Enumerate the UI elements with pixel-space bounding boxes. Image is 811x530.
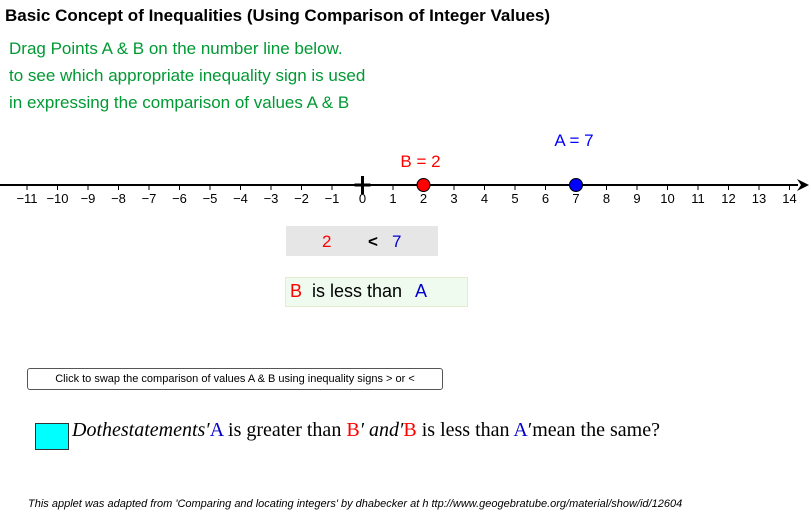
question-a2: A xyxy=(513,419,528,441)
question-prefix: Dothestatements′ xyxy=(72,419,210,441)
comparison-sign: < xyxy=(368,232,378,251)
question-text: Dothestatements′A is greater than B′ and… xyxy=(72,419,660,442)
tick-label: 5 xyxy=(511,191,518,206)
tick-label: −4 xyxy=(233,191,248,206)
tick-label: −3 xyxy=(264,191,279,206)
question-b2: B xyxy=(403,419,417,441)
point-a-handle[interactable] xyxy=(569,178,583,192)
number-line: −11 −10 −9 −8 −7 −6 −5 −4 −3 −2 −1 0 1 2 3 4 5 6 7 8 9 10 11 12… xyxy=(0,131,809,206)
tick-label: 14 xyxy=(782,191,796,206)
tick-label: 10 xyxy=(660,191,674,206)
tick-label: 7 xyxy=(572,191,579,206)
question-suffix: ′mean the same? xyxy=(527,419,660,441)
question-and: ′ and′ xyxy=(359,419,404,441)
tick-label: 12 xyxy=(721,191,735,206)
question-b1: B xyxy=(346,419,360,441)
point-b-label: B = 2 xyxy=(400,152,440,171)
tick-label: 9 xyxy=(633,191,640,206)
tick-label: −6 xyxy=(172,191,187,206)
point-a-label: A = 7 xyxy=(554,131,593,150)
comparison-box: 2 < 7 xyxy=(286,226,438,256)
tick-label: −2 xyxy=(294,191,309,206)
number-line-tick-labels: −11 −10 −9 −8 −7 −6 −5 −4 −3 −2 −1 0 1 2 3 4 5 6 7 8 9 10 11 12… xyxy=(16,191,796,206)
instruction-line-2: to see which appropriate inequality sign… xyxy=(9,66,366,85)
statement-b: B xyxy=(290,281,303,301)
point-b-handle[interactable] xyxy=(416,178,431,192)
tick-label: −10 xyxy=(46,191,68,206)
page-title: Basic Concept of Inequalities (Using Com… xyxy=(5,6,551,25)
tick-label: −5 xyxy=(203,191,218,206)
tick-label: 3 xyxy=(450,191,457,206)
instruction-line-1: Drag Points A & B on the number line bel… xyxy=(9,39,343,58)
tick-label: 0 xyxy=(359,191,366,206)
comparison-a-value: 7 xyxy=(392,232,402,251)
tick-label: 11 xyxy=(691,191,705,206)
attribution-footer: This applet was adapted from 'Comparing … xyxy=(28,498,683,510)
statement-a: A xyxy=(415,281,428,301)
tick-label: −9 xyxy=(81,191,96,206)
tick-label: 6 xyxy=(542,191,549,206)
tick-label: −11 xyxy=(16,191,37,206)
same-meaning-checkbox[interactable] xyxy=(35,423,69,450)
question-mid1: is greater than xyxy=(223,419,347,441)
comparison-b-value: 2 xyxy=(322,232,332,251)
tick-label: 2 xyxy=(420,191,427,206)
tick-label: −7 xyxy=(142,191,157,206)
swap-comparison-button[interactable]: Click to swap the comparison of values A… xyxy=(27,368,443,390)
question-mid2: is less than xyxy=(416,419,514,441)
statement-relation: is less than xyxy=(312,281,403,301)
tick-label: 13 xyxy=(752,191,766,206)
question-a1: A xyxy=(209,419,224,441)
tick-label: 8 xyxy=(603,191,610,206)
axis-arrow-icon xyxy=(797,179,809,191)
tick-label: 4 xyxy=(481,191,488,206)
tick-label: 1 xyxy=(389,191,396,206)
tick-label: −1 xyxy=(325,191,340,206)
instruction-line-3: in expressing the comparison of values A… xyxy=(9,93,350,112)
statement-box: B is less than A xyxy=(285,277,468,307)
tick-label: −8 xyxy=(111,191,126,206)
